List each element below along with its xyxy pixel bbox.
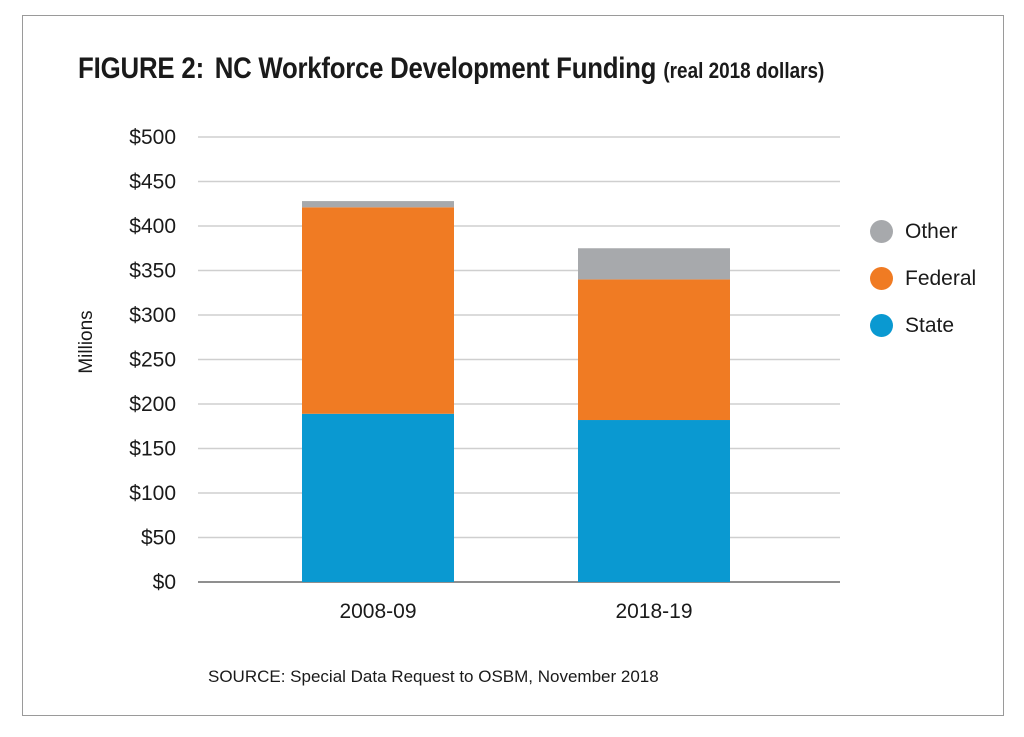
y-tick-label: $300 (129, 304, 176, 327)
figure-frame (22, 15, 1004, 716)
y-tick-label: $400 (129, 215, 176, 238)
y-tick-label: $450 (129, 171, 176, 194)
y-tick-label: $0 (153, 571, 176, 594)
x-tick-label: 2008-09 (339, 600, 416, 623)
bar-state-2008-09 (302, 413, 454, 582)
y-axis-ticks: $0 $50 $100 $150 $200 $250 $300 $350 $400 $450 $50… (129, 126, 176, 594)
legend-swatch (870, 220, 893, 243)
y-tick-label: $200 (129, 393, 176, 416)
x-tick-label: 2018-19 (615, 600, 692, 623)
chart-subtitle: (real 2018 dollars) (663, 58, 825, 83)
legend-item-federal: Federal (870, 255, 976, 302)
source-note: SOURCE: Special Data Request to OSBM, No… (208, 667, 659, 686)
bars (302, 201, 730, 582)
x-axis-ticks: 2008-09 2018-19 (339, 600, 692, 623)
figure-label: FIGURE 2: (78, 52, 205, 85)
legend: Other Federal State (870, 208, 976, 349)
bar-federal-2008-09 (302, 207, 454, 414)
legend-label: Other (905, 219, 958, 243)
bar-federal-2018-19 (578, 279, 730, 421)
legend-swatch (870, 314, 893, 337)
y-axis-label: Millions (76, 310, 97, 373)
legend-swatch (870, 267, 893, 290)
figure-title: FIGURE 2: NC Workforce Development Fundi… (78, 52, 824, 86)
y-tick-label: $150 (129, 438, 176, 461)
y-tick-label: $350 (129, 260, 176, 283)
legend-item-other: Other (870, 208, 976, 255)
y-tick-label: $500 (129, 126, 176, 149)
bar-state-2018-19 (578, 420, 730, 582)
legend-label: Federal (905, 266, 977, 290)
legend-label: State (905, 313, 955, 337)
chart-title: NC Workforce Development Funding (214, 52, 657, 85)
y-tick-label: $50 (141, 527, 176, 550)
y-tick-label: $250 (129, 349, 176, 372)
gridlines (198, 136, 840, 583)
legend-item-state: State (870, 302, 976, 349)
bar-other-2008-09 (302, 201, 454, 208)
bar-other-2018-19 (578, 248, 730, 280)
y-tick-label: $100 (129, 482, 176, 505)
